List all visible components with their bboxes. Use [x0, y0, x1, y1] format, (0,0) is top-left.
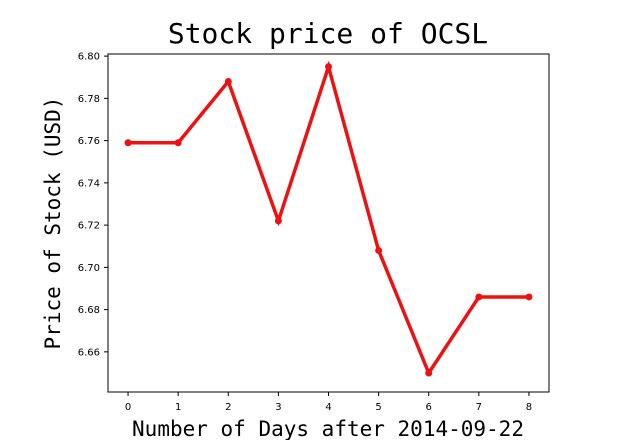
series-layer [124, 60, 533, 377]
price-point [375, 246, 383, 254]
y-tick-label: 6.78 [78, 94, 100, 105]
y-tick-label: 6.76 [78, 136, 100, 147]
y-axis-label: Price of Stock (USD) [41, 97, 65, 350]
plot-frame [107, 53, 550, 393]
y-tick-label: 6.68 [78, 305, 100, 316]
price-line [128, 60, 529, 377]
price-point [274, 217, 282, 225]
price-point [325, 63, 332, 71]
x-tick-label: 3 [275, 402, 281, 413]
x-tick-label: 5 [375, 402, 381, 413]
x-tick-label: 4 [325, 402, 331, 413]
price-point [224, 77, 232, 85]
price-point [525, 293, 533, 301]
x-axis-label: Number of Days after 2014-09-22 [132, 417, 524, 440]
y-tick-label: 6.66 [78, 347, 100, 358]
x-tick-label: 1 [175, 402, 181, 413]
x-tick-label: 0 [125, 402, 131, 413]
price-point [124, 139, 132, 147]
y-tick-label: 6.70 [78, 263, 100, 274]
y-tick-label: 6.74 [78, 178, 100, 189]
y-axis: 6.66 6.68 6.70 6.72 6.74 6.76 6.78 6.80 [78, 52, 108, 358]
price-point [475, 293, 483, 301]
y-tick-label: 6.72 [78, 221, 100, 232]
x-tick-label: 7 [476, 402, 482, 413]
x-tick-label: 2 [225, 402, 231, 413]
price-point [425, 369, 433, 377]
x-axis: 0 1 2 3 4 5 6 7 8 [125, 392, 532, 413]
chart-title: Stock price of OCSL [168, 17, 488, 50]
x-tick-label: 6 [426, 402, 432, 413]
price-point [174, 139, 182, 147]
x-tick-label: 8 [526, 402, 532, 413]
y-tick-label: 6.80 [78, 52, 100, 63]
